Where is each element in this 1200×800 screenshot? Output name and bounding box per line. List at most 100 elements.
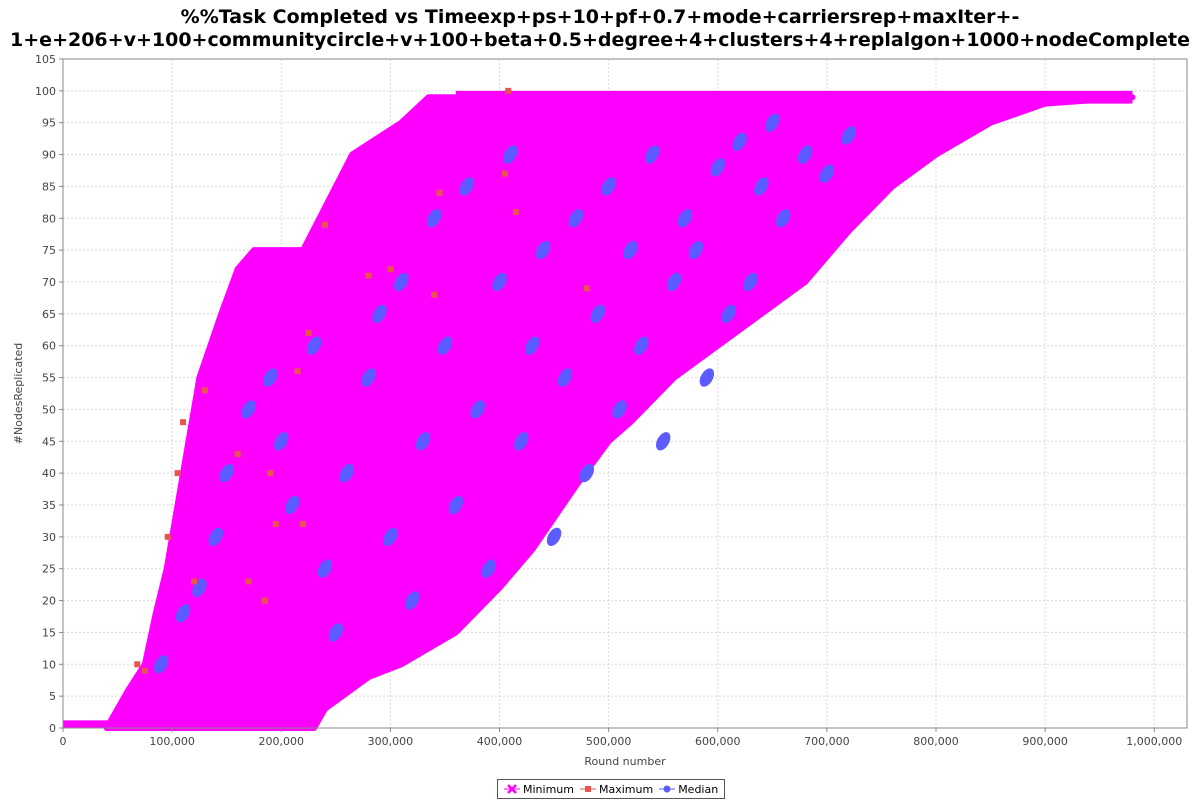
median-point [437,336,453,355]
median-point [448,495,464,515]
maximum-point [512,208,519,215]
median-point [394,272,409,292]
median-point [328,623,344,642]
maximum-point [174,470,181,477]
median-point [175,604,191,623]
median-point [361,368,376,387]
minimum-baseline [63,720,113,728]
median-point [306,336,322,355]
chart-legend: Minimum Maximum Median [497,779,726,799]
median-point [688,240,704,260]
x-tick-label: 200,000 [259,735,305,748]
median-point [481,559,496,578]
median-point [677,209,693,228]
median-point [426,209,442,228]
y-tick-label: 50 [42,403,56,416]
maximum-point [272,521,279,528]
legend-label-maximum: Maximum [598,782,654,796]
x-tick-label: 0 [60,735,67,748]
y-tick-label: 75 [42,244,56,257]
median-point [699,368,715,387]
y-tick-label: 10 [42,658,56,671]
x-tick-label: 900,000 [1022,735,1068,748]
y-tick-label: 40 [42,467,56,480]
x-axis-label: Round number [584,755,666,768]
legend-label-minimum: Minimum [523,782,574,796]
median-point [776,209,791,228]
y-tick-label: 90 [42,149,56,162]
maximum-point [501,170,508,177]
x-tick-label: 800,000 [913,735,959,748]
median-point [514,432,529,451]
y-tick-label: 15 [42,626,56,639]
median-point [208,527,223,547]
y-tick-label: 105 [35,53,56,66]
x-tick-label: 300,000 [368,735,414,748]
median-point [492,272,507,292]
median-point [317,559,333,578]
x-tick-label: 500,000 [586,735,632,748]
maximum-point [234,451,241,458]
y-axis-ticks: 0 5 10 15 20 25 30 35 40 45 50 55 60 65 70 75 80 85 90 95 10… [35,53,63,735]
median-point [470,400,485,419]
legend-item-maximum: Maximum [579,782,654,796]
median-point [459,177,474,196]
x-tick-label: 100,000 [149,735,195,748]
maximum-point [321,221,328,228]
median-point [623,240,638,260]
x-tick-label: 400,000 [477,735,523,748]
median-point [710,158,725,177]
median-point [404,591,420,610]
median-point [535,240,551,260]
median-point [634,336,649,355]
minimum-plateau [455,90,1133,104]
maximum-point [294,368,301,375]
y-tick-label: 55 [42,372,56,385]
maximum-point [267,470,274,477]
median-point [579,463,595,483]
maximum-point [190,578,197,585]
median-point [765,113,780,132]
median-point [601,177,616,196]
median-point [284,495,300,515]
median-point [666,272,682,292]
median-point [612,400,627,419]
median-point [241,400,256,419]
y-axis-label: #NodesReplicated [12,343,25,445]
median-point [754,177,769,196]
median-point [655,432,671,451]
y-tick-label: 35 [42,499,56,512]
median-point [743,272,758,292]
median-point [503,145,518,164]
x-tick-label: 1,000,000 [1126,735,1182,748]
maximum-point [387,266,394,273]
y-tick-label: 85 [42,180,56,193]
chart-title-line-1: %%Task Completed vs Timeexp+ps+10+pf+0.7… [180,6,1020,28]
y-tick-label: 65 [42,308,56,321]
maximum-point [141,667,148,674]
legend-label-median: Median [678,782,719,796]
y-tick-label: 95 [42,117,56,130]
y-tick-label: 20 [42,595,56,608]
maximum-point [245,578,252,585]
y-tick-label: 60 [42,340,56,353]
plot-border [62,58,1188,729]
y-tick-label: 100 [35,85,56,98]
maximum-point [305,329,312,336]
median-point [525,336,540,355]
median-point [372,304,387,324]
chart-title-line-2: 1+e+206+v+100+communitycircle+v+100+beta… [10,29,1190,51]
maximum-point [436,189,443,196]
y-tick-label: 0 [49,722,56,735]
maximum-point [164,533,171,540]
median-point [383,527,398,547]
maximum-point [300,521,307,528]
median-point [797,145,813,164]
median-point [732,132,747,151]
median-series [154,113,856,674]
y-tick-label: 70 [42,276,56,289]
y-tick-label: 5 [49,690,56,703]
median-point [263,368,278,387]
median-point [645,145,660,164]
